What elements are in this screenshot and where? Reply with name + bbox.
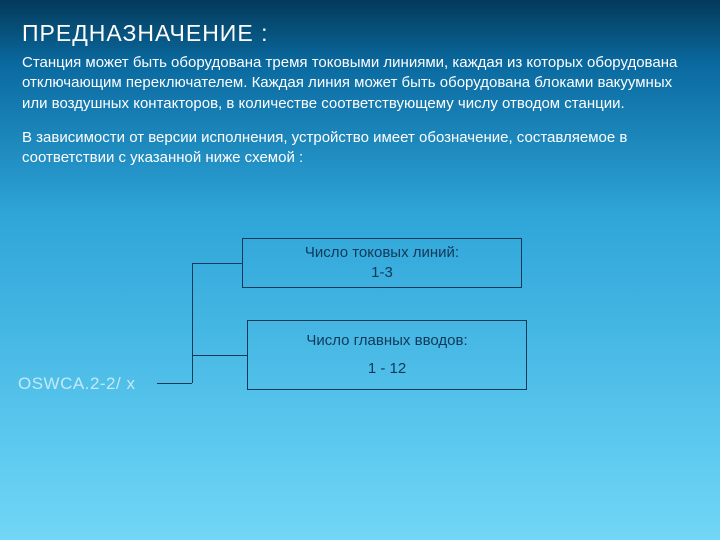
- box-line: 1-3: [371, 263, 393, 283]
- connector-line: [192, 355, 247, 356]
- connector-line: [192, 263, 242, 264]
- paragraph-1: Станция может быть оборудована тремя ток…: [22, 53, 698, 114]
- box-main-inputs: Число главных вводов: 1 - 12: [247, 320, 527, 390]
- box-current-lines: Число токовых линий: 1-3: [242, 238, 522, 288]
- diagram: OSWCA.2-2/ x Число токовых линий: 1-3 Чи…: [22, 208, 702, 438]
- page-title: ПРЕДНАЗНАЧЕНИЕ :: [22, 20, 698, 47]
- box-line: Число главных вводов:: [306, 331, 467, 351]
- connector-line: [157, 383, 192, 384]
- box-line: Число токовых линий:: [305, 243, 459, 263]
- paragraph-2: В зависимости от версии исполнения, устр…: [22, 128, 698, 169]
- code-label: OSWCA.2-2/ x: [18, 374, 135, 394]
- connector-line: [192, 263, 193, 383]
- box-line: 1 - 12: [368, 359, 406, 379]
